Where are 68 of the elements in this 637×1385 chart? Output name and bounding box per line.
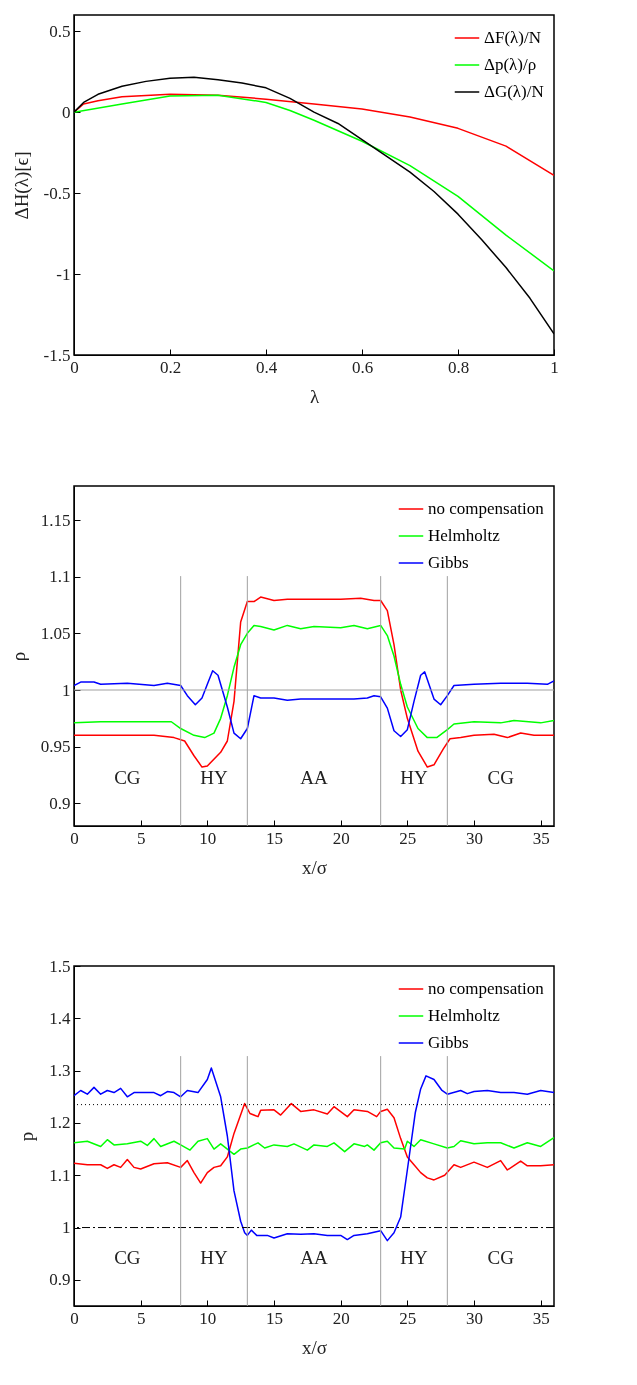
- y-tick-label: 0.9: [49, 793, 71, 813]
- annotation: AA: [300, 1247, 328, 1269]
- line-series: [74, 1136, 554, 1156]
- x-tick-label: 10: [199, 1308, 217, 1328]
- x-tick-label: 20: [332, 828, 350, 848]
- x-tick-label: 0.6: [351, 357, 374, 377]
- y-tick-label: 1: [62, 1218, 71, 1238]
- x-tick-label: 30: [466, 1308, 483, 1328]
- x-tick-label: 25: [399, 1308, 417, 1328]
- line-series: [74, 596, 554, 768]
- y-axis-title: p: [16, 1131, 38, 1142]
- legend-label: no compensation: [428, 499, 545, 518]
- x-tick-label: 15: [266, 828, 283, 848]
- annotation: CG: [487, 767, 515, 789]
- y-tick-label: -1.5: [43, 345, 71, 365]
- annotation: HY: [200, 1247, 228, 1269]
- y-tick-label: 1.5: [49, 956, 71, 976]
- x-tick-label: 35: [532, 1308, 550, 1328]
- x-tick-label: 1: [550, 357, 559, 377]
- x-axis-title: x/σ: [301, 1336, 328, 1358]
- y-axis-title: ρ: [7, 651, 29, 662]
- y-tick-label: 0: [62, 102, 71, 122]
- y-tick-label: 0.5: [49, 21, 71, 41]
- x-tick-label: 5: [136, 1308, 146, 1328]
- line-series: [74, 1067, 554, 1242]
- x-tick-label: 5: [136, 828, 146, 848]
- annotation: HY: [200, 767, 228, 789]
- legend-label: Gibbs: [428, 553, 469, 572]
- x-tick-label: 0.2: [159, 357, 182, 377]
- x-axis-title: x/σ: [301, 856, 328, 878]
- annotation: HY: [400, 767, 428, 789]
- annotation: CG: [114, 1247, 141, 1269]
- x-tick-label: 0.8: [447, 357, 470, 377]
- x-tick-label: 25: [399, 828, 417, 848]
- legend-label: Gibbs: [428, 1033, 469, 1052]
- legend-label: no compensation: [428, 979, 545, 998]
- x-tick-label: 30: [466, 828, 483, 848]
- line-series: [74, 1102, 554, 1184]
- y-tick-label: 0.95: [40, 737, 71, 757]
- annotation: HY: [400, 1247, 428, 1269]
- x-tick-label: 20: [332, 1308, 350, 1328]
- annotation: CG: [487, 1247, 515, 1269]
- y-tick-label: 1: [62, 680, 71, 700]
- y-tick-label: 1.1: [49, 1165, 71, 1185]
- x-tick-label: 35: [532, 828, 550, 848]
- annotation: CG: [114, 767, 141, 789]
- y-tick-label: 1.05: [40, 623, 71, 643]
- y-tick-label: 0.9: [49, 1270, 71, 1290]
- x-tick-label: 10: [199, 828, 217, 848]
- x-tick-label: 15: [266, 1308, 283, 1328]
- y-tick-label: 1.15: [40, 510, 71, 530]
- y-tick-label: 1.4: [49, 1008, 71, 1028]
- y-axis-title: ΔH(λ)[ϵ]: [10, 151, 33, 220]
- y-tick-label: 1.3: [49, 1061, 71, 1081]
- x-axis-title: λ: [309, 385, 320, 407]
- y-tick-label: -1: [56, 264, 71, 284]
- legend-label: Δp(λ)/ρ: [484, 55, 537, 74]
- legend-label: ΔG(λ)/N: [484, 82, 544, 101]
- y-tick-label: 1.1: [49, 567, 71, 587]
- line-series: [74, 624, 554, 739]
- x-tick-label: 0.4: [255, 357, 278, 377]
- annotation: AA: [300, 767, 328, 789]
- legend-label: Helmholtz: [428, 526, 501, 545]
- legend-label: Helmholtz: [428, 1006, 501, 1025]
- legend-label: ΔF(λ)/N: [484, 28, 541, 47]
- line-series: [74, 669, 554, 740]
- y-tick-label: -0.5: [43, 183, 71, 203]
- y-tick-label: 1.2: [49, 1113, 71, 1133]
